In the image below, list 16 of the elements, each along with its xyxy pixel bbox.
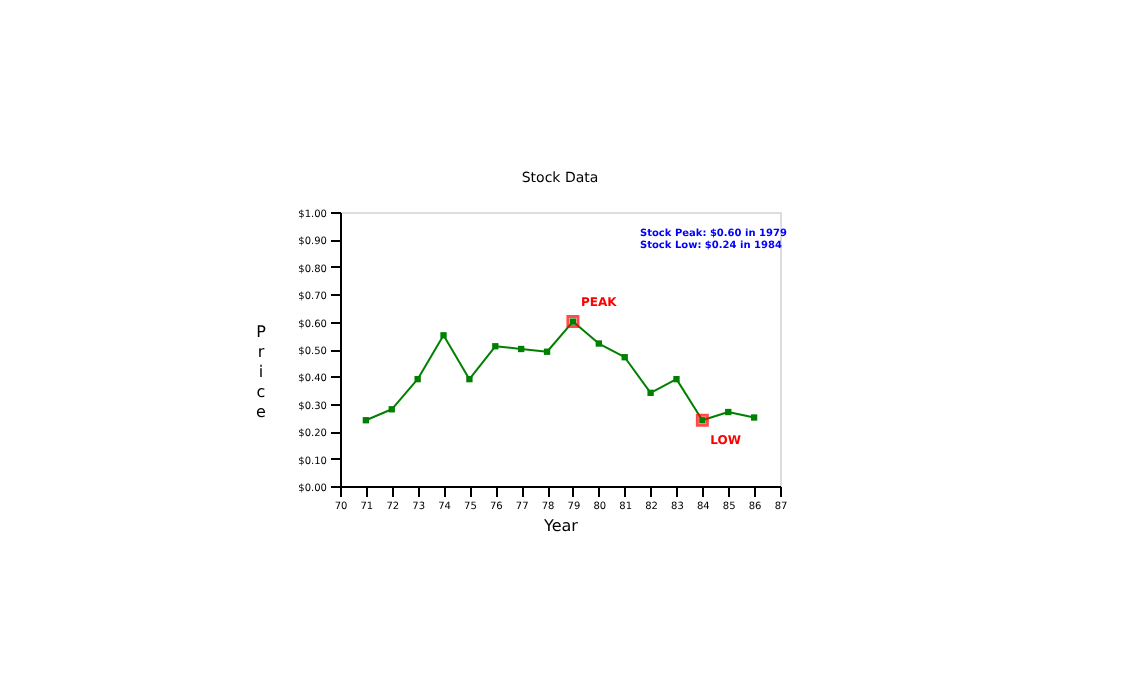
point xyxy=(673,375,680,383)
point xyxy=(518,345,525,353)
x-axis-title: Year xyxy=(542,517,580,535)
point xyxy=(647,389,654,396)
point xyxy=(621,354,628,361)
point xyxy=(388,406,395,413)
point xyxy=(595,340,602,347)
point xyxy=(725,408,732,416)
point xyxy=(466,375,473,383)
point xyxy=(414,375,421,383)
point xyxy=(492,343,499,350)
point xyxy=(440,332,447,339)
point xyxy=(750,414,758,421)
point xyxy=(543,348,551,355)
point xyxy=(362,417,370,424)
y-axis-title: Price xyxy=(256,323,267,421)
